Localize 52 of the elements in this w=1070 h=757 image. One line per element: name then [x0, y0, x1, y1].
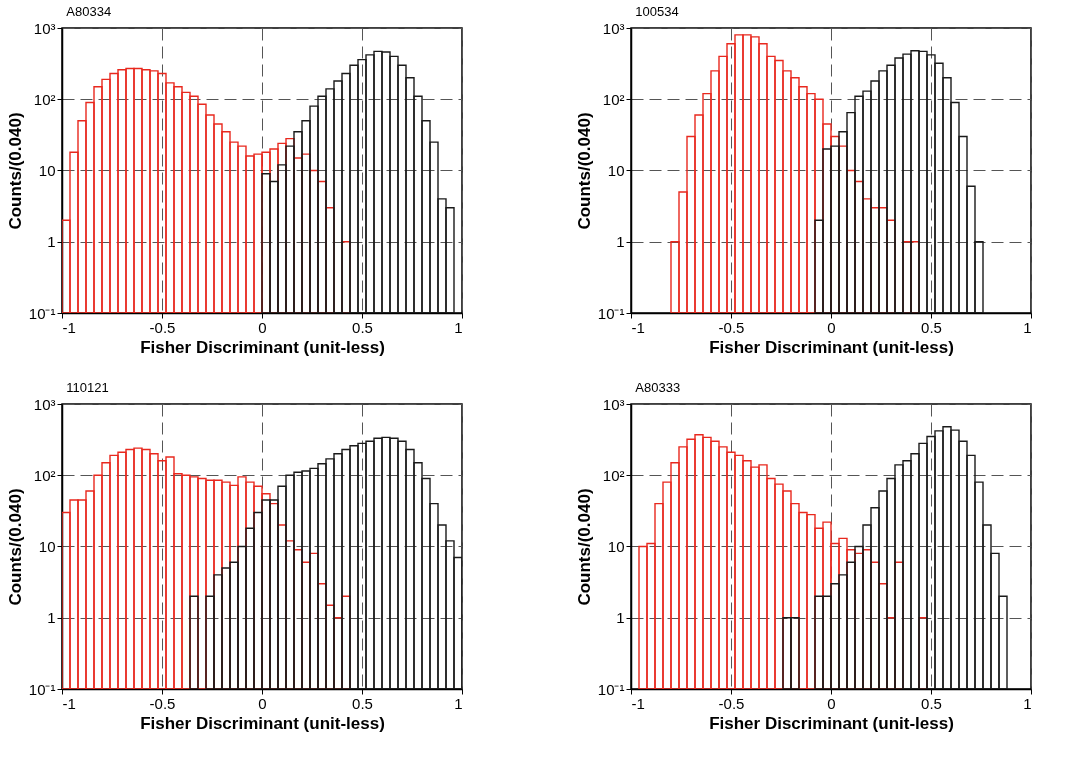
- x-tick-label: -1: [631, 694, 645, 712]
- y-tick-label: 10: [38, 538, 56, 555]
- y-tick-label: 1: [616, 609, 625, 627]
- y-tick-label: 10²: [602, 466, 625, 484]
- y-axis-title: Counts/(0.040): [5, 488, 25, 606]
- x-tick-label: 0.5: [921, 694, 942, 712]
- y-axis-title: Counts/(0.040): [574, 112, 594, 230]
- y-tick-label: 10: [38, 162, 56, 179]
- chart-title: A80334: [66, 4, 112, 19]
- y-tick-label: 10²: [602, 90, 625, 108]
- y-tick-label: 10³: [602, 395, 625, 413]
- x-tick-label: 0: [258, 318, 267, 336]
- y-tick-label: 10²: [33, 466, 56, 484]
- x-tick-label: -1: [62, 318, 76, 336]
- x-axis-title: Fisher Discriminant (unit-less): [140, 337, 385, 357]
- x-tick-label: 1: [454, 318, 463, 336]
- y-tick-label: 1: [616, 233, 625, 251]
- x-tick-label: -1: [631, 318, 645, 336]
- chart-title: A80333: [635, 380, 681, 395]
- y-tick-label: 10³: [602, 19, 625, 37]
- x-tick-label: 0.5: [921, 318, 942, 336]
- y-tick-label: 10: [607, 162, 625, 179]
- x-tick-label: 0.5: [352, 318, 373, 336]
- x-axis-title: Fisher Discriminant (unit-less): [709, 337, 954, 357]
- y-tick-label: 10: [607, 538, 625, 555]
- chart-title: 100534: [635, 4, 679, 19]
- y-tick-label: 1: [47, 609, 56, 627]
- x-axis-title: Fisher Discriminant (unit-less): [709, 713, 954, 733]
- x-tick-label: -0.5: [718, 694, 745, 712]
- y-tick-label: 10⁻¹: [28, 304, 56, 322]
- x-tick-label: 0: [258, 694, 267, 712]
- x-tick-label: -1: [62, 694, 76, 712]
- y-axis-title: Counts/(0.040): [574, 488, 594, 606]
- x-tick-label: -0.5: [149, 318, 176, 336]
- x-tick-label: 1: [1023, 694, 1032, 712]
- y-tick-label: 10⁻¹: [28, 680, 56, 698]
- x-tick-label: 0: [827, 318, 836, 336]
- y-tick-label: 1: [47, 233, 56, 251]
- chart-title: 110121: [66, 380, 109, 395]
- x-axis-title: Fisher Discriminant (unit-less): [140, 713, 385, 733]
- x-tick-label: -0.5: [149, 694, 176, 712]
- y-tick-label: 10²: [33, 90, 56, 108]
- x-tick-label: -0.5: [718, 318, 745, 336]
- y-tick-label: 10³: [33, 395, 56, 413]
- x-tick-label: 0.5: [352, 694, 373, 712]
- x-tick-label: 1: [454, 694, 463, 712]
- x-tick-label: 1: [1023, 318, 1032, 336]
- y-axis-title: Counts/(0.040): [5, 112, 25, 230]
- x-tick-label: 0: [827, 694, 836, 712]
- y-tick-label: 10⁻¹: [597, 304, 625, 322]
- y-tick-label: 10³: [33, 19, 56, 37]
- y-tick-label: 10⁻¹: [597, 680, 625, 698]
